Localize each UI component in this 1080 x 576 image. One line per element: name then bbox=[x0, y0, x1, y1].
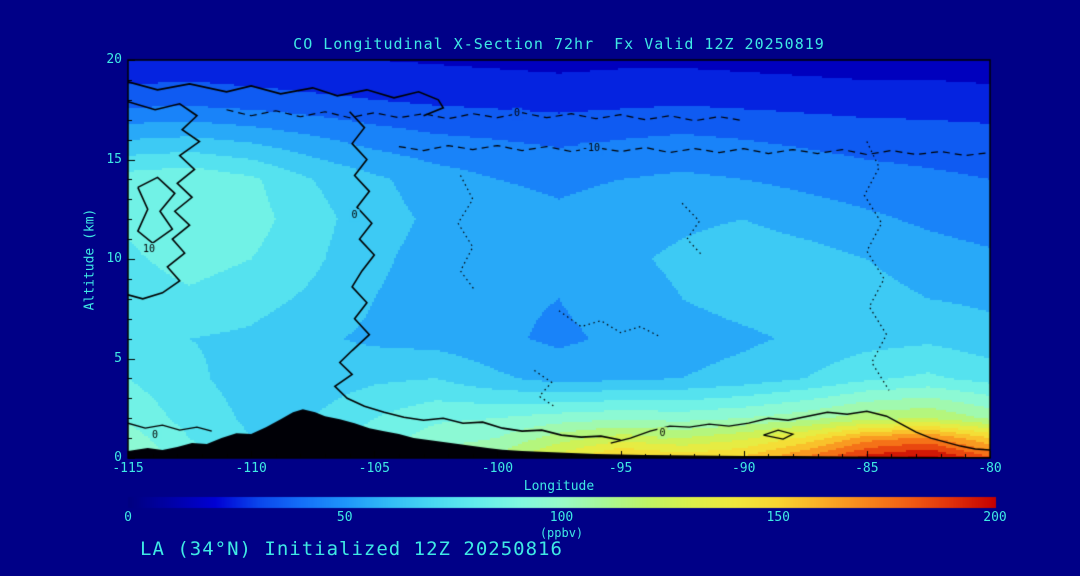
x-tick-label: -115 bbox=[112, 461, 144, 476]
colorbar-tick-label: 150 bbox=[766, 510, 790, 525]
x-tick-label: -80 bbox=[978, 461, 1002, 476]
colorbar-tick-label: 0 bbox=[124, 510, 132, 525]
y-tick-label: 0 bbox=[114, 450, 122, 465]
y-tick-label: 20 bbox=[106, 52, 122, 67]
x-tick-label: -90 bbox=[731, 461, 756, 476]
chart-title: CO Longitudinal X-Section 72hr Fx Valid … bbox=[293, 35, 825, 53]
colorbar-tick-label: 100 bbox=[549, 510, 574, 525]
y-tick-label: 15 bbox=[106, 151, 122, 167]
colorbar-tick-label: 50 bbox=[336, 510, 353, 525]
x-tick-label: -95 bbox=[608, 461, 633, 476]
x-tick-label: -100 bbox=[481, 461, 514, 476]
colorbar-unit-label: (ppbv) bbox=[539, 526, 584, 540]
x-axis-label: Longitude bbox=[523, 479, 595, 494]
y-tick-label: 5 bbox=[114, 350, 122, 366]
y-tick-label: 10 bbox=[106, 251, 122, 266]
init-info-text: LA (34°N) Initialized 12Z 20250816 bbox=[140, 538, 563, 560]
colorbar-tick-label: 200 bbox=[983, 510, 1007, 525]
x-tick-label: -110 bbox=[235, 461, 267, 476]
x-tick-label: -85 bbox=[855, 461, 879, 476]
x-tick-label: -105 bbox=[358, 461, 390, 476]
